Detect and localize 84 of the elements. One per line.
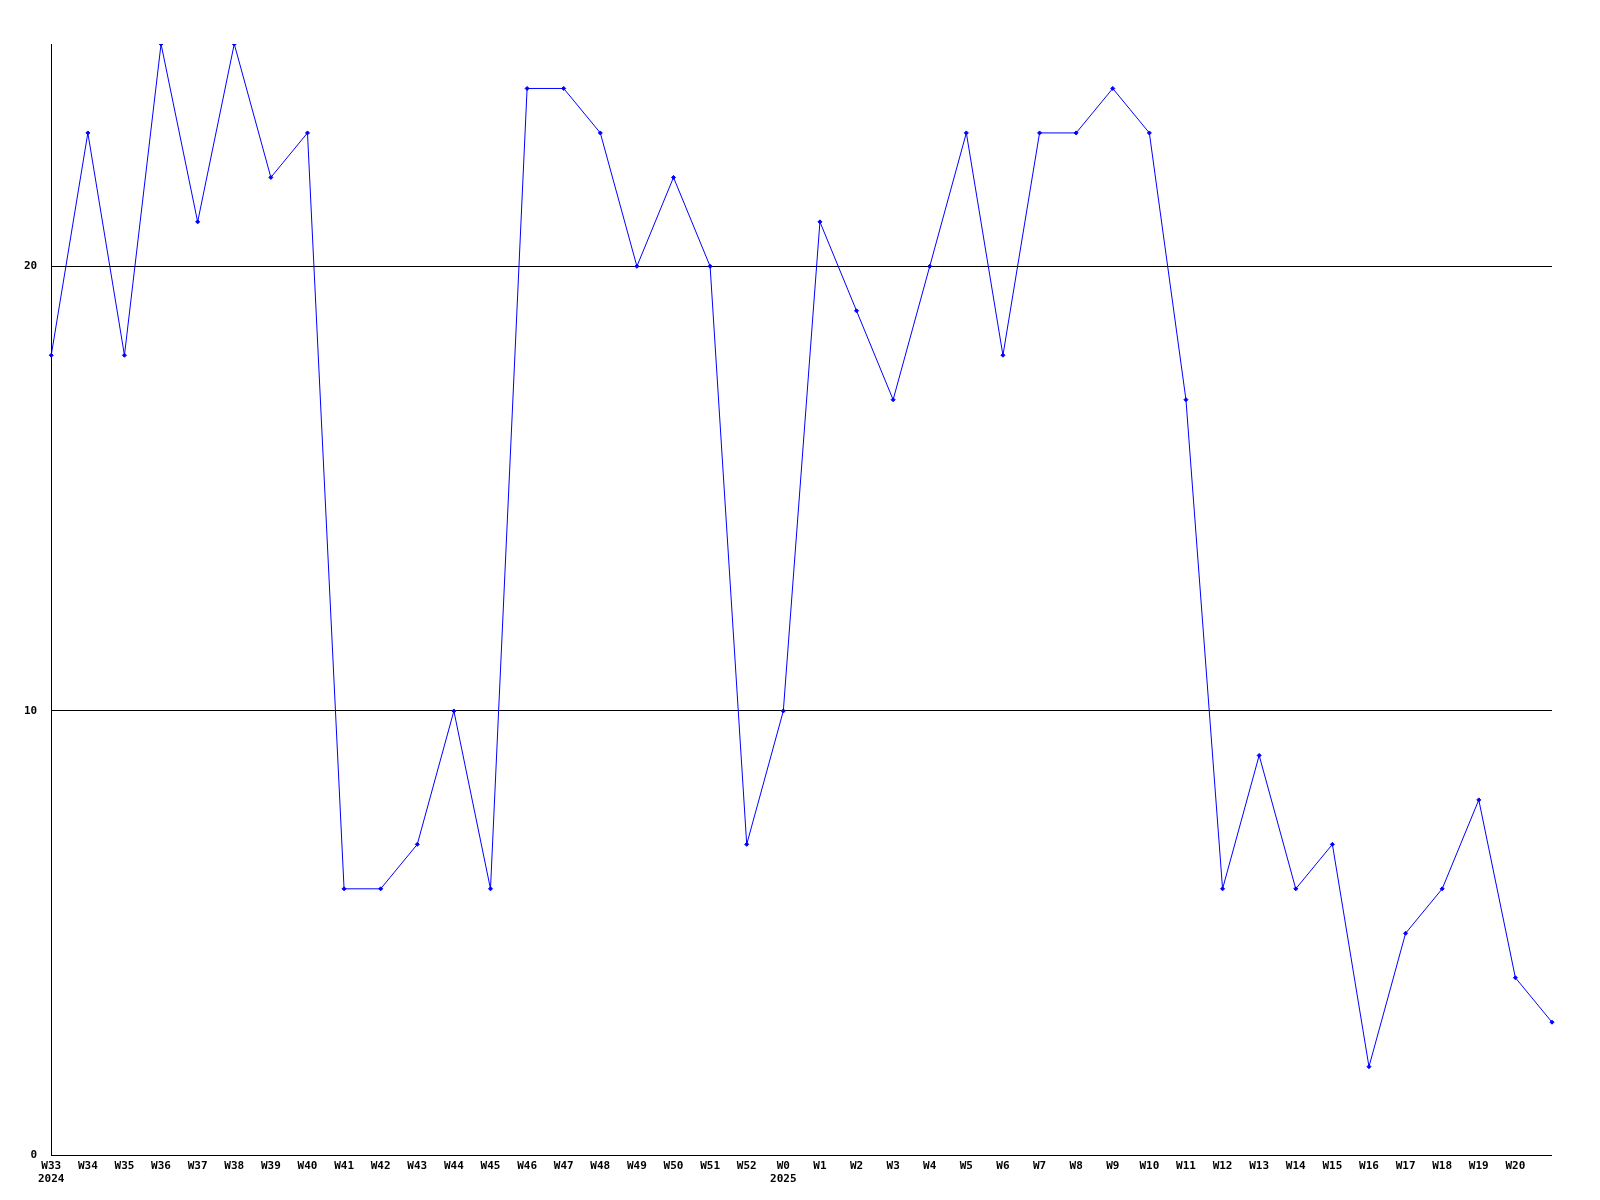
point: [634, 263, 640, 269]
x-tick-label: W33 2024: [38, 1159, 65, 1186]
x-tick-label: W45: [480, 1159, 501, 1173]
point: [1000, 352, 1006, 358]
point: [1549, 1019, 1555, 1025]
point: [304, 130, 310, 136]
point: [780, 708, 786, 714]
x-tick-label: W52: [736, 1159, 757, 1173]
x-tick-label: W4: [923, 1159, 937, 1173]
x-tick-label: W11: [1176, 1159, 1197, 1173]
point: [1037, 130, 1043, 136]
point: [561, 85, 567, 91]
x-tick-label: W20: [1505, 1159, 1526, 1173]
x-tick-label: W51: [700, 1159, 721, 1173]
x-tick-label: W5: [959, 1159, 973, 1173]
x-tick-label: W49: [626, 1159, 647, 1173]
x-tick-label: W42: [370, 1159, 391, 1173]
x-tick-label: W41: [334, 1159, 355, 1173]
y-tick-label: 0: [30, 1148, 38, 1162]
x-tick-label: W0 2025: [770, 1159, 797, 1186]
x-tick-label: W38: [224, 1159, 245, 1173]
point: [195, 219, 201, 225]
x-tick-label: W1: [813, 1159, 827, 1173]
x-tick-label: W47: [553, 1159, 574, 1173]
point: [414, 841, 420, 847]
x-tick-label: W35: [114, 1159, 135, 1173]
x-tick-label: W14: [1285, 1159, 1307, 1173]
x-tick-label: W9: [1106, 1159, 1120, 1173]
point: [1073, 130, 1079, 136]
x-tick-label: W7: [1032, 1159, 1047, 1173]
x-tick-label: W48: [590, 1159, 611, 1173]
point: [1366, 1064, 1372, 1070]
point: [597, 130, 603, 136]
y-tick-label: 20: [24, 259, 38, 273]
y-tick-label: 10: [24, 703, 38, 717]
point: [890, 397, 896, 403]
x-tick-label: W17: [1395, 1159, 1416, 1173]
point: [85, 130, 91, 136]
x-tick-label: W43: [407, 1159, 428, 1173]
point: [1220, 886, 1226, 892]
x-tick-label: W36: [151, 1159, 172, 1173]
point: [671, 174, 677, 180]
point: [1293, 886, 1299, 892]
x-tick-label: W15: [1322, 1159, 1343, 1173]
point: [341, 886, 347, 892]
point: [963, 130, 969, 136]
point: [1476, 797, 1482, 803]
x-tick-label: W39: [260, 1159, 281, 1173]
x-tick-label: W18: [1432, 1159, 1453, 1173]
point: [854, 308, 860, 314]
point: [268, 174, 274, 180]
point: [487, 886, 493, 892]
x-tick-label: W40: [297, 1159, 318, 1173]
x-tick-label: W16: [1359, 1159, 1380, 1173]
point: [378, 886, 384, 892]
point: [1146, 130, 1152, 136]
point: [1256, 752, 1262, 758]
x-tick-label: W44: [443, 1159, 465, 1173]
point: [451, 708, 457, 714]
point: [524, 85, 530, 91]
x-tick-label: W6: [996, 1159, 1010, 1173]
x-tick-label: W8: [1069, 1159, 1083, 1173]
point: [707, 263, 713, 269]
point: [1512, 975, 1518, 981]
point: [1439, 886, 1445, 892]
point: [817, 219, 823, 225]
point: [121, 352, 127, 358]
x-tick-label: W46: [517, 1159, 538, 1173]
x-tick-label: W34: [77, 1159, 99, 1173]
x-tick-label: W12: [1212, 1159, 1233, 1173]
point: [1329, 841, 1335, 847]
point: [927, 263, 933, 269]
x-tick-label: W3: [886, 1159, 900, 1173]
point: [744, 841, 750, 847]
x-tick-label: W13: [1249, 1159, 1270, 1173]
x-tick-label: W19: [1468, 1159, 1489, 1173]
point: [1403, 930, 1409, 936]
point: [1110, 85, 1116, 91]
point: [48, 352, 54, 358]
x-tick-label: W50: [663, 1159, 684, 1173]
x-tick-label: W10: [1139, 1159, 1160, 1173]
x-tick-label: W2: [849, 1159, 864, 1173]
x-tick-label: W37: [187, 1159, 208, 1173]
point: [1183, 397, 1189, 403]
